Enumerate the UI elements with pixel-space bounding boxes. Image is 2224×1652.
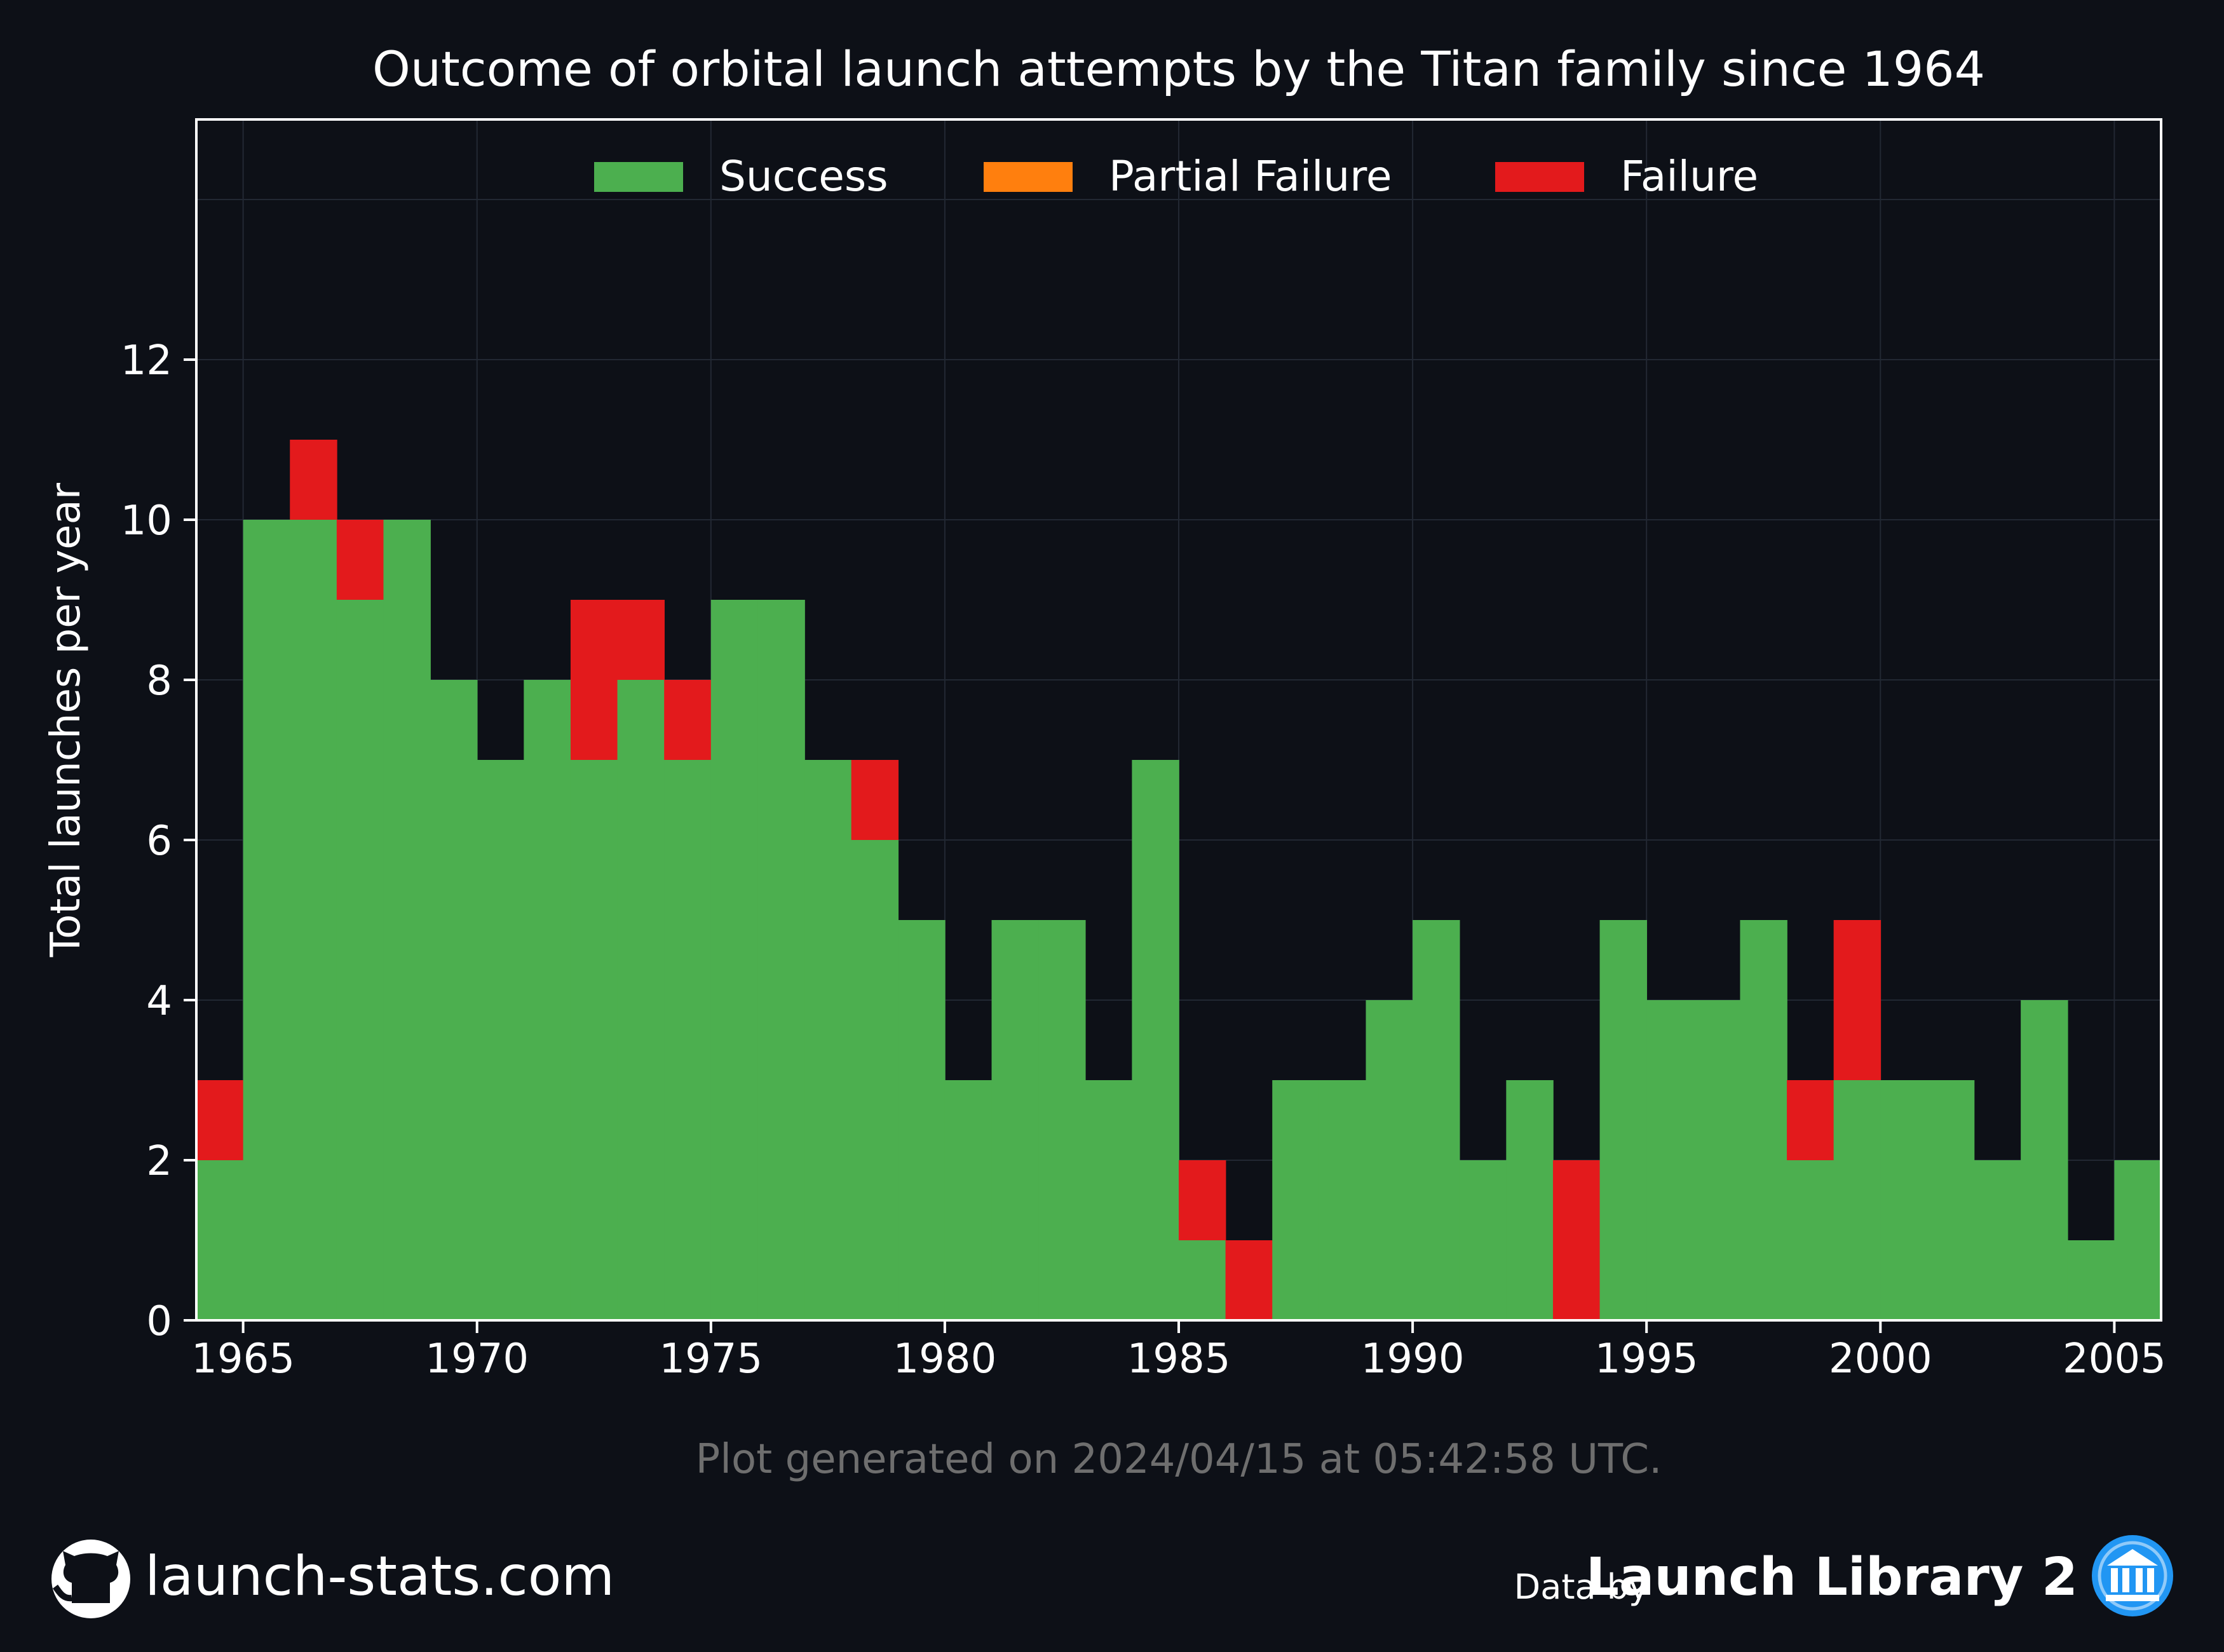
- bar-success: [1319, 1080, 1367, 1320]
- legend-swatch: [984, 162, 1073, 192]
- axis-layer: 1965 1970 1975 1980 1985 1990 1995 2000 2005 0 2 4 6…: [121, 337, 2166, 1383]
- x-tick-label: 2000: [1829, 1336, 1932, 1383]
- bar-failure: [290, 440, 337, 520]
- x-tick-label: 1980: [893, 1336, 996, 1383]
- bar-success: [1599, 920, 1647, 1320]
- bar-success: [664, 760, 712, 1320]
- legend-swatch: [1495, 162, 1584, 192]
- bar-success: [1506, 1080, 1554, 1320]
- launch-library-icon: [2092, 1535, 2173, 1616]
- bar-success: [524, 680, 571, 1320]
- y-tick-label: 12: [121, 337, 172, 384]
- bar-success: [757, 600, 805, 1320]
- bar-success: [2114, 1160, 2162, 1320]
- legend-label: Partial Failure: [1109, 152, 1392, 201]
- bar-failure: [196, 1080, 244, 1160]
- bar-success: [383, 520, 431, 1320]
- y-tick-label: 4: [146, 978, 172, 1025]
- y-tick-label: 10: [121, 498, 172, 545]
- bar-success: [336, 600, 384, 1320]
- y-axis-label: Total launches per year: [43, 482, 90, 958]
- bar-failure: [1552, 1160, 1601, 1320]
- bar-success: [2067, 1240, 2115, 1320]
- bar-failure: [1787, 1080, 1834, 1160]
- bar-success: [1132, 760, 1179, 1320]
- bar-success: [2021, 1000, 2068, 1320]
- legend-swatch: [594, 162, 683, 192]
- x-tick-label: 1965: [191, 1336, 295, 1383]
- x-tick-label: 1985: [1127, 1336, 1231, 1383]
- bar-success: [1974, 1160, 2021, 1320]
- bar-failure: [1225, 1240, 1273, 1320]
- legend-label: Failure: [1620, 152, 1758, 201]
- legend-label: Success: [719, 152, 888, 201]
- bar-failure: [617, 600, 665, 680]
- bar-success: [1927, 1080, 1975, 1320]
- y-tick-label: 0: [146, 1298, 172, 1345]
- bar-success: [1085, 1080, 1133, 1320]
- bar-success: [1272, 1080, 1320, 1320]
- bar-success: [710, 600, 759, 1320]
- bar-success: [196, 1160, 244, 1320]
- x-tick-label: 1970: [425, 1336, 529, 1383]
- x-tick-label: 1975: [659, 1336, 763, 1383]
- bar-success: [243, 520, 291, 1320]
- bar-success: [290, 520, 337, 1320]
- bar-success: [1366, 1000, 1413, 1320]
- github-icon[interactable]: [51, 1540, 130, 1618]
- bar-success: [851, 840, 899, 1320]
- launch-library-label[interactable]: Launch Library 2: [1586, 1547, 2078, 1608]
- bar-success: [991, 920, 1039, 1320]
- bar-success: [1646, 1000, 1694, 1320]
- x-tick-label: 1990: [1361, 1336, 1465, 1383]
- bar-success: [1740, 920, 1787, 1320]
- bars-layer: [196, 440, 2162, 1320]
- x-tick-label: 1995: [1595, 1336, 1699, 1383]
- bar-success: [1038, 920, 1086, 1320]
- bar-success: [477, 760, 525, 1320]
- bar-success: [430, 680, 478, 1320]
- bar-failure: [664, 680, 712, 760]
- github-link[interactable]: launch-stats.com: [145, 1545, 614, 1608]
- data-by-label: Data by: [1514, 1567, 1649, 1607]
- bar-failure: [1833, 920, 1882, 1080]
- chart-title: Outcome of orbital launch attempts by th…: [372, 41, 1985, 97]
- bar-success: [1413, 920, 1460, 1320]
- legend: Success Partial Failure Failure: [594, 152, 1758, 201]
- y-tick-label: 2: [146, 1138, 172, 1185]
- bar-success: [944, 1080, 993, 1320]
- bar-success: [1787, 1160, 1834, 1320]
- bar-success: [617, 680, 665, 1320]
- bar-success: [1880, 1080, 1928, 1320]
- y-tick-label: 8: [146, 658, 172, 705]
- bar-success: [1693, 1000, 1741, 1320]
- bar-success: [570, 760, 618, 1320]
- generated-note: Plot generated on 2024/04/15 at 05:42:58…: [696, 1436, 1662, 1483]
- bar-failure: [1179, 1160, 1226, 1240]
- bar-success: [1179, 1240, 1226, 1320]
- bar-failure: [570, 600, 618, 760]
- bar-failure: [336, 520, 384, 600]
- bar-failure: [851, 760, 899, 840]
- bar-success: [898, 920, 946, 1320]
- bar-success: [1833, 1080, 1882, 1320]
- bar-success: [1459, 1160, 1507, 1320]
- x-tick-label: 2005: [2063, 1336, 2166, 1383]
- y-tick-label: 6: [146, 818, 172, 865]
- bar-success: [804, 760, 852, 1320]
